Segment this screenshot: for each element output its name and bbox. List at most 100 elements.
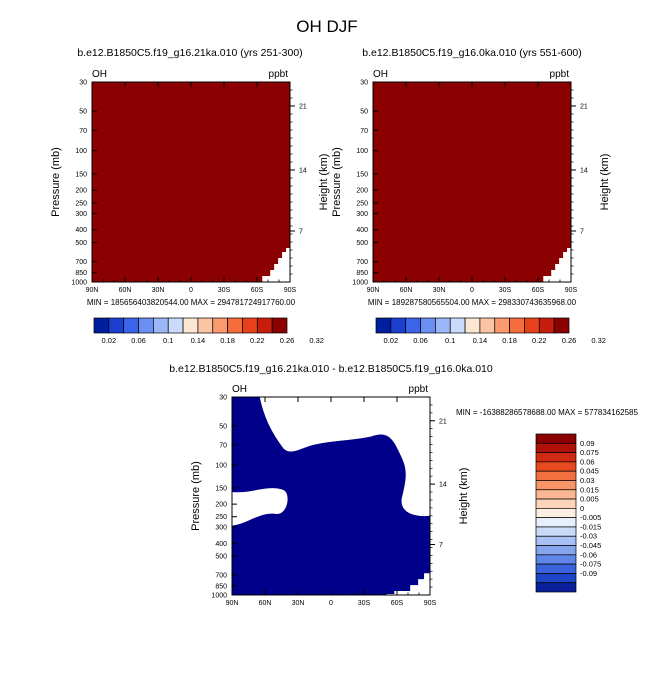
colorbar-box	[535, 517, 577, 528]
x-tick-label: 30N	[433, 287, 446, 294]
variable-label: OH	[92, 69, 107, 80]
y-tick-label: 100	[356, 148, 368, 155]
colorbar-box	[535, 489, 577, 500]
colorbar-box	[464, 317, 481, 334]
panel-title: b.e12.B1850C5.f19_g16.21ka.010 (yrs 251-…	[77, 47, 302, 59]
colorbar-label: 0.075	[580, 448, 599, 457]
colorbar-label: -0.03	[580, 532, 597, 541]
colorbar-label: 0.32	[591, 336, 606, 345]
y-tick-label: 400	[75, 227, 87, 234]
colorbar-label: 0.03	[580, 476, 595, 485]
y-tick-label: 1000	[71, 280, 87, 287]
near-zero-region	[232, 397, 430, 517]
colorbar-label: 0.06	[131, 336, 146, 345]
colorbar-box	[405, 317, 421, 334]
colorbar-box	[535, 470, 577, 481]
y-tick-label: 70	[360, 128, 368, 135]
colorbar-box	[375, 317, 392, 334]
colorbar-label: -0.075	[580, 560, 601, 569]
y-right-axis-title: Height (km)	[318, 154, 330, 211]
y-tick-label: 100	[75, 148, 87, 155]
colorbar-box	[494, 317, 510, 334]
colorbar-box	[535, 573, 577, 584]
y-tick-label: 30	[360, 80, 368, 87]
colorbar-label: 0.18	[220, 336, 235, 345]
colorbar-box	[509, 317, 525, 334]
y-tick-label: 700	[75, 259, 87, 266]
stats-label: MIN = 189287580565504.00 MAX = 298330743…	[368, 298, 577, 307]
y-tick-label: 300	[215, 525, 227, 532]
colorbar-box	[535, 452, 577, 463]
colorbar-box	[535, 526, 577, 537]
near-zero-region	[232, 488, 288, 526]
y-right-tick-label: 7	[580, 229, 584, 236]
variable-label: OH	[232, 384, 247, 395]
y-tick-label: 400	[356, 227, 368, 234]
y-right-tick-label: 14	[580, 168, 588, 175]
colorbar-label: 0	[580, 504, 584, 513]
x-tick-label: 60N	[119, 287, 132, 294]
colorbar-box	[535, 508, 577, 518]
y-tick-label: 850	[356, 270, 368, 277]
y-right-tick-label: 21	[580, 104, 588, 111]
colorbar-box	[108, 317, 125, 334]
x-tick-label: 60S	[532, 287, 545, 294]
stats-label: MIN = -16388286578688.00 MAX = 577834162…	[456, 408, 638, 417]
x-tick-label: 90N	[226, 600, 239, 607]
colorbar-box	[138, 317, 154, 334]
x-tick-label: 0	[470, 287, 474, 294]
colorbar-label: 0.015	[580, 485, 599, 494]
colorbar-label: 0.045	[580, 467, 599, 476]
y-tick-label: 850	[215, 583, 227, 590]
colorbar-label: 0.06	[413, 336, 428, 345]
colorbar-box	[535, 535, 577, 546]
colorbar-box	[197, 317, 214, 334]
colorbar-label: 0.14	[473, 336, 488, 345]
y-tick-label: 150	[356, 171, 368, 178]
y-tick-label: 200	[75, 188, 87, 195]
y-tick-label: 30	[219, 395, 227, 402]
colorbar-box	[123, 317, 139, 334]
colorbar-label: 0.14	[191, 336, 206, 345]
stats-label: MIN = 185656403820544.00 MAX = 294781724…	[87, 298, 296, 307]
colorbar-box	[535, 442, 577, 453]
y-tick-label: 30	[79, 80, 87, 87]
colorbar-box	[535, 461, 577, 472]
colorbar-box	[167, 317, 184, 334]
colorbar-box	[535, 498, 577, 509]
colorbar-box	[535, 545, 577, 556]
y-right-tick-label: 7	[439, 542, 443, 549]
y-tick-label: 50	[219, 423, 227, 430]
figure-title: OH DJF	[296, 17, 357, 36]
y-tick-label: 200	[356, 188, 368, 195]
colorbar-box	[93, 317, 110, 334]
colorbar-box	[449, 317, 466, 334]
y-tick-label: 700	[356, 259, 368, 266]
colorbar-box	[538, 317, 555, 334]
x-tick-label: 90S	[424, 600, 437, 607]
colorbar-box	[390, 317, 407, 334]
y-tick-label: 250	[75, 200, 87, 207]
y-tick-label: 500	[356, 240, 368, 247]
colorbar-label: 0.06	[580, 457, 595, 466]
colorbar-box	[256, 317, 273, 334]
colorbar-box	[553, 317, 570, 334]
colorbar-label: 0.1	[445, 336, 455, 345]
colorbar-box	[227, 317, 243, 334]
data-field	[373, 82, 571, 282]
x-tick-label: 90N	[86, 287, 99, 294]
colorbar-label: 0.09	[580, 439, 595, 448]
y-tick-label: 1000	[211, 593, 227, 600]
panel-title: b.e12.B1850C5.f19_g16.0ka.010 (yrs 551-6…	[362, 47, 582, 59]
y-right-tick-label: 7	[299, 229, 303, 236]
panel-3: b.e12.B1850C5.f19_g16.21ka.010 - b.e12.B…	[169, 363, 638, 607]
colorbar-label: 0.1	[163, 336, 173, 345]
x-tick-label: 30S	[218, 287, 231, 294]
colorbar-box	[212, 317, 228, 334]
colorbar-box	[242, 317, 258, 334]
y-axis-title: Pressure (mb)	[190, 461, 202, 531]
x-tick-label: 60S	[391, 600, 404, 607]
x-tick-label: 30S	[499, 287, 512, 294]
units-label: ppbt	[550, 69, 570, 80]
y-tick-label: 400	[215, 541, 227, 548]
